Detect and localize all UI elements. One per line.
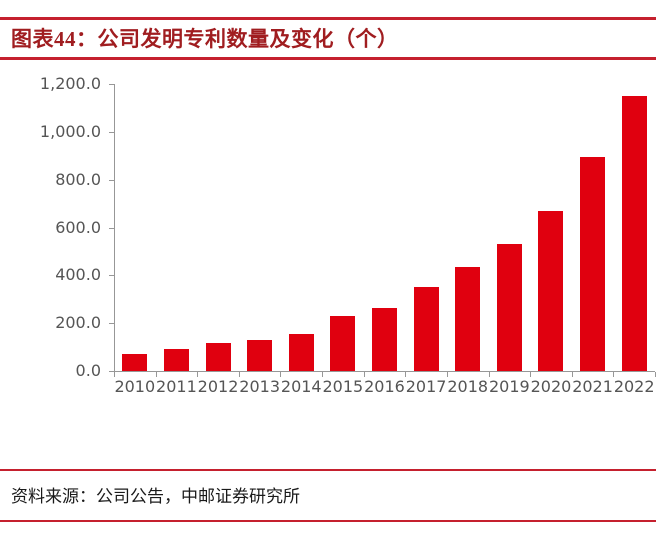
- x-axis-label: 2014: [280, 377, 322, 396]
- x-axis-tick: [488, 372, 490, 377]
- bar-2012: [205, 343, 231, 371]
- x-axis-label: 2022: [613, 377, 655, 396]
- x-axis-tick: [571, 372, 573, 377]
- y-axis-tick: [109, 131, 114, 133]
- y-axis-tick: [109, 323, 114, 325]
- x-axis-tick: [363, 372, 365, 377]
- x-axis-label: 2017: [405, 377, 447, 396]
- x-axis-label: 2011: [156, 377, 197, 396]
- y-axis-label: 800.0: [55, 169, 101, 189]
- bar-2016: [371, 308, 397, 371]
- y-axis-tick: [109, 275, 114, 277]
- x-axis-line: [114, 371, 655, 372]
- x-axis-label: 2012: [197, 377, 239, 396]
- y-axis-tick: [109, 84, 114, 85]
- bar-2022: [621, 96, 647, 371]
- header-top-rule: [0, 17, 656, 20]
- x-axis-label: 2019: [488, 377, 530, 396]
- bar-2010: [122, 354, 148, 371]
- x-axis-tick: [238, 372, 240, 377]
- bar-2013: [247, 340, 273, 371]
- header-bottom-rule: [0, 57, 656, 60]
- bar-2019: [496, 244, 522, 371]
- y-axis-tick: [109, 179, 114, 181]
- y-axis-label: 1,000.0: [39, 121, 101, 141]
- y-axis-tick: [109, 227, 114, 229]
- y-axis-label: 0.0: [75, 361, 101, 380]
- bar-2021: [580, 157, 606, 371]
- x-axis-tick: [280, 372, 282, 377]
- x-axis-label: 2013: [239, 377, 280, 396]
- x-axis-tick: [197, 372, 199, 377]
- x-axis-label: 2015: [322, 377, 364, 396]
- figure-title: 图表44：公司发明专利数量及变化（个）: [11, 27, 399, 51]
- bar-2011: [163, 349, 189, 371]
- source-note: 资料来源：公司公告，中邮证券研究所: [11, 487, 300, 506]
- y-axis-label: 200.0: [55, 313, 101, 333]
- x-axis-label: 2018: [447, 377, 489, 396]
- x-axis-label: 2021: [572, 377, 613, 396]
- bar-2015: [330, 316, 356, 371]
- bar-2014: [288, 334, 314, 371]
- bar-2017: [413, 287, 439, 371]
- x-axis-tick: [155, 372, 157, 377]
- x-axis-label: 2016: [364, 377, 405, 396]
- y-axis-tick: [109, 371, 114, 372]
- x-axis-tick: [530, 372, 532, 377]
- x-axis-tick: [405, 372, 407, 377]
- footer-top-rule: [0, 469, 656, 471]
- x-axis-tick: [446, 372, 448, 377]
- y-axis-label: 400.0: [55, 265, 101, 285]
- y-axis-label: 600.0: [55, 217, 101, 237]
- x-axis-tick: [322, 372, 324, 377]
- x-axis-tick: [114, 372, 115, 377]
- bar-2020: [538, 211, 564, 371]
- x-axis-label: 2020: [530, 377, 572, 396]
- x-axis-label: 2010: [114, 377, 156, 396]
- footer-bottom-rule: [0, 520, 656, 522]
- y-axis-line: [114, 84, 115, 371]
- bar-2018: [455, 267, 481, 371]
- y-axis-label: 1,200.0: [39, 74, 101, 93]
- x-axis-tick: [613, 372, 615, 377]
- x-axis-tick: [654, 372, 656, 377]
